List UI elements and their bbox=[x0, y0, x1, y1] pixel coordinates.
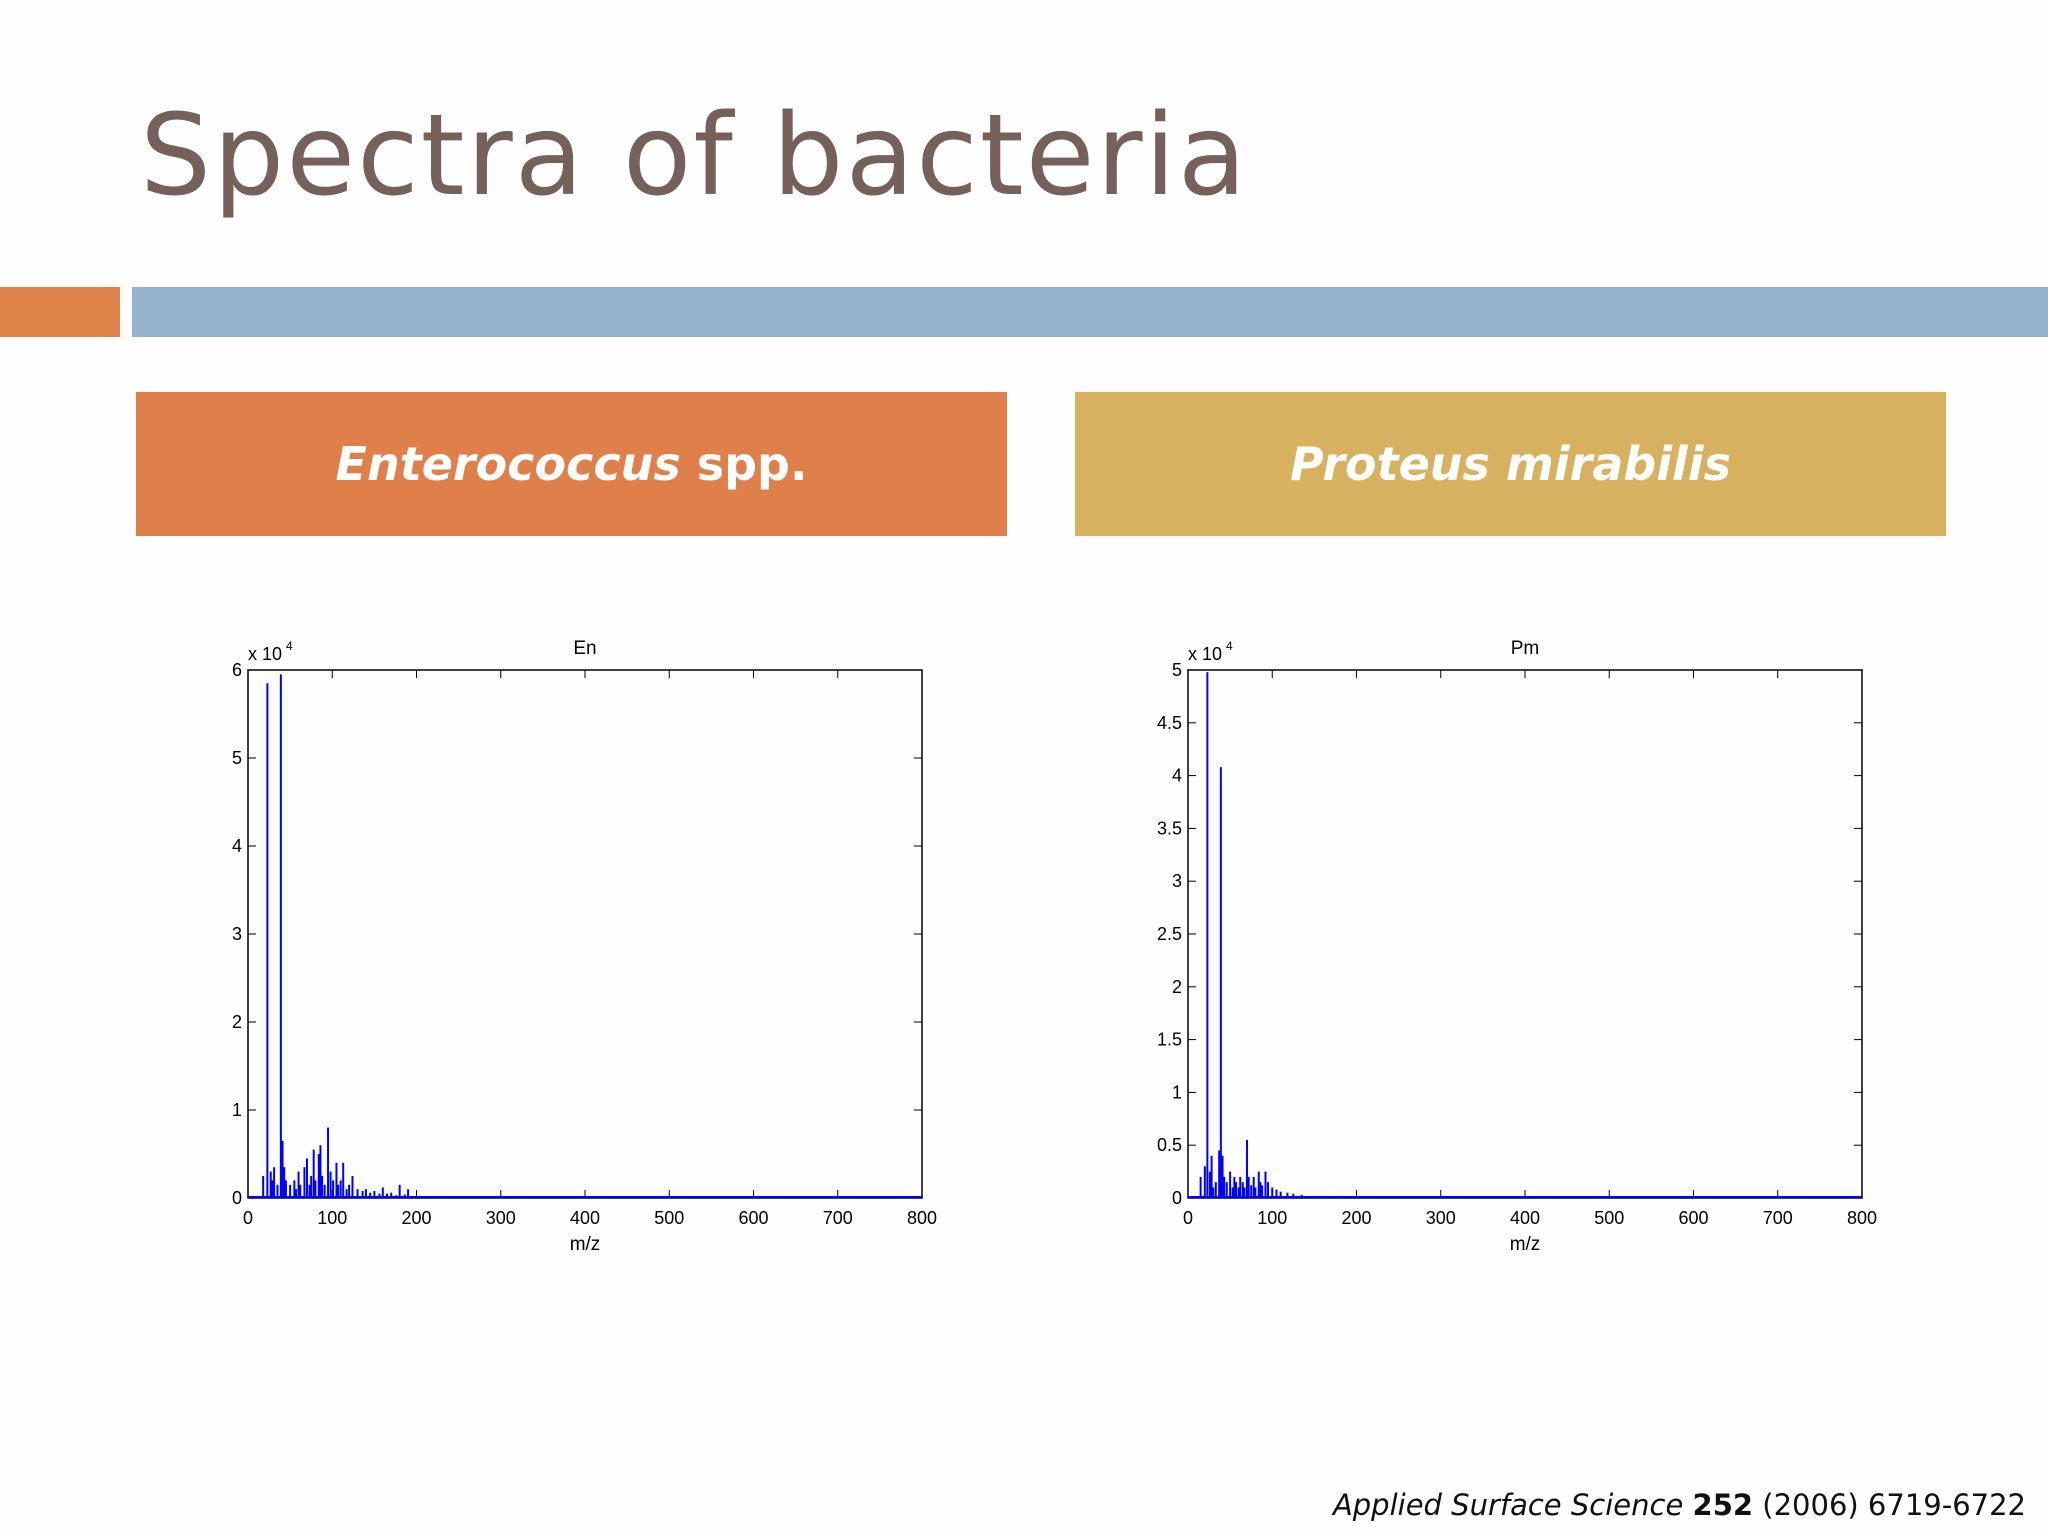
y-tick-label: 2 bbox=[232, 1012, 242, 1032]
y-exponent-label: x 10 bbox=[248, 644, 282, 664]
plot-frame bbox=[247, 669, 923, 1199]
x-tick-label: 300 bbox=[486, 1208, 516, 1228]
citation-rest: (2006) 6719-6722 bbox=[1762, 1488, 2026, 1522]
y-exponent-power: 4 bbox=[286, 639, 293, 653]
x-tick-label: 700 bbox=[1763, 1208, 1793, 1228]
citation: Applied Surface Science 252 (2006) 6719-… bbox=[1333, 1488, 2026, 1522]
x-tick-label: 400 bbox=[1510, 1208, 1540, 1228]
y-tick-label: 0 bbox=[1172, 1188, 1182, 1208]
x-axis-label: m/z bbox=[570, 1234, 601, 1255]
proteus-name: Proteus mirabilis bbox=[1290, 437, 1731, 491]
y-tick-label: 4.5 bbox=[1157, 713, 1182, 733]
y-tick-label: 2 bbox=[1172, 977, 1182, 997]
accent-bar-blue bbox=[132, 287, 2048, 337]
enterococcus-header: Enterococcus spp. bbox=[136, 392, 1007, 536]
y-tick-label: 1.5 bbox=[1157, 1030, 1182, 1050]
proteus-header: Proteus mirabilis bbox=[1075, 392, 1946, 536]
slide-title: Spectra of bacteria bbox=[140, 91, 1249, 221]
enterococcus-genus: Enterococcus bbox=[335, 437, 681, 491]
x-tick-label: 0 bbox=[243, 1208, 253, 1228]
chart-proteus: 0 100 200 300 400 500 600 700 800 0 0.5 1 1.5 2 2.5 3 3.… bbox=[1140, 620, 1900, 1260]
enterococcus-suffix: spp. bbox=[680, 437, 808, 491]
y-tick-label: 0 bbox=[232, 1188, 242, 1208]
y-exponent-power: 4 bbox=[1226, 639, 1233, 653]
chart-title: Pm bbox=[1511, 638, 1540, 659]
citation-volume: 252 bbox=[1692, 1488, 1754, 1522]
x-tick-label: 800 bbox=[907, 1208, 937, 1228]
y-tick-label: 4 bbox=[1172, 766, 1182, 786]
y-tick-label: 3.5 bbox=[1157, 818, 1182, 838]
x-tick-label: 200 bbox=[1341, 1208, 1371, 1228]
x-tick-label: 500 bbox=[1594, 1208, 1624, 1228]
x-tick-label: 100 bbox=[1257, 1208, 1287, 1228]
x-tick-label: 500 bbox=[654, 1208, 684, 1228]
y-tick-label: 3 bbox=[1172, 871, 1182, 891]
y-tick-label: 1 bbox=[232, 1100, 242, 1120]
y-tick-label: 3 bbox=[232, 924, 242, 944]
chart-svg: 0 100 200 300 400 500 600 700 800 0 1 2 3 4 5 6 En m/z x 1… bbox=[232, 638, 937, 1255]
chart-svg: 0 100 200 300 400 500 600 700 800 0 0.5 1 1.5 2 2.5 3 3.… bbox=[1157, 638, 1877, 1255]
y-tick-label: 5 bbox=[232, 748, 242, 768]
y-exponent-label: x 10 bbox=[1188, 644, 1222, 664]
x-tick-label: 800 bbox=[1847, 1208, 1877, 1228]
x-tick-label: 700 bbox=[823, 1208, 853, 1228]
x-tick-label: 100 bbox=[317, 1208, 347, 1228]
plot-frame bbox=[1187, 669, 1863, 1199]
y-tick-label: 5 bbox=[1172, 660, 1182, 680]
x-tick-label: 0 bbox=[1183, 1208, 1193, 1228]
x-tick-label: 400 bbox=[570, 1208, 600, 1228]
y-tick-label: 4 bbox=[232, 836, 242, 856]
y-tick-label: 0.5 bbox=[1157, 1135, 1182, 1155]
y-tick-label: 6 bbox=[232, 660, 242, 680]
x-tick-label: 200 bbox=[401, 1208, 431, 1228]
x-tick-label: 600 bbox=[1678, 1208, 1708, 1228]
x-tick-label: 600 bbox=[738, 1208, 768, 1228]
y-tick-label: 2.5 bbox=[1157, 924, 1182, 944]
x-tick-label: 300 bbox=[1426, 1208, 1456, 1228]
x-axis-label: m/z bbox=[1510, 1234, 1541, 1255]
citation-journal: Applied Surface Science bbox=[1332, 1488, 1684, 1522]
chart-title: En bbox=[573, 638, 596, 659]
y-tick-label: 1 bbox=[1172, 1082, 1182, 1102]
chart-enterococcus: 0 100 200 300 400 500 600 700 800 0 1 2 3 4 5 6 En m/z x 1… bbox=[200, 620, 960, 1260]
accent-bar-orange bbox=[0, 287, 120, 337]
